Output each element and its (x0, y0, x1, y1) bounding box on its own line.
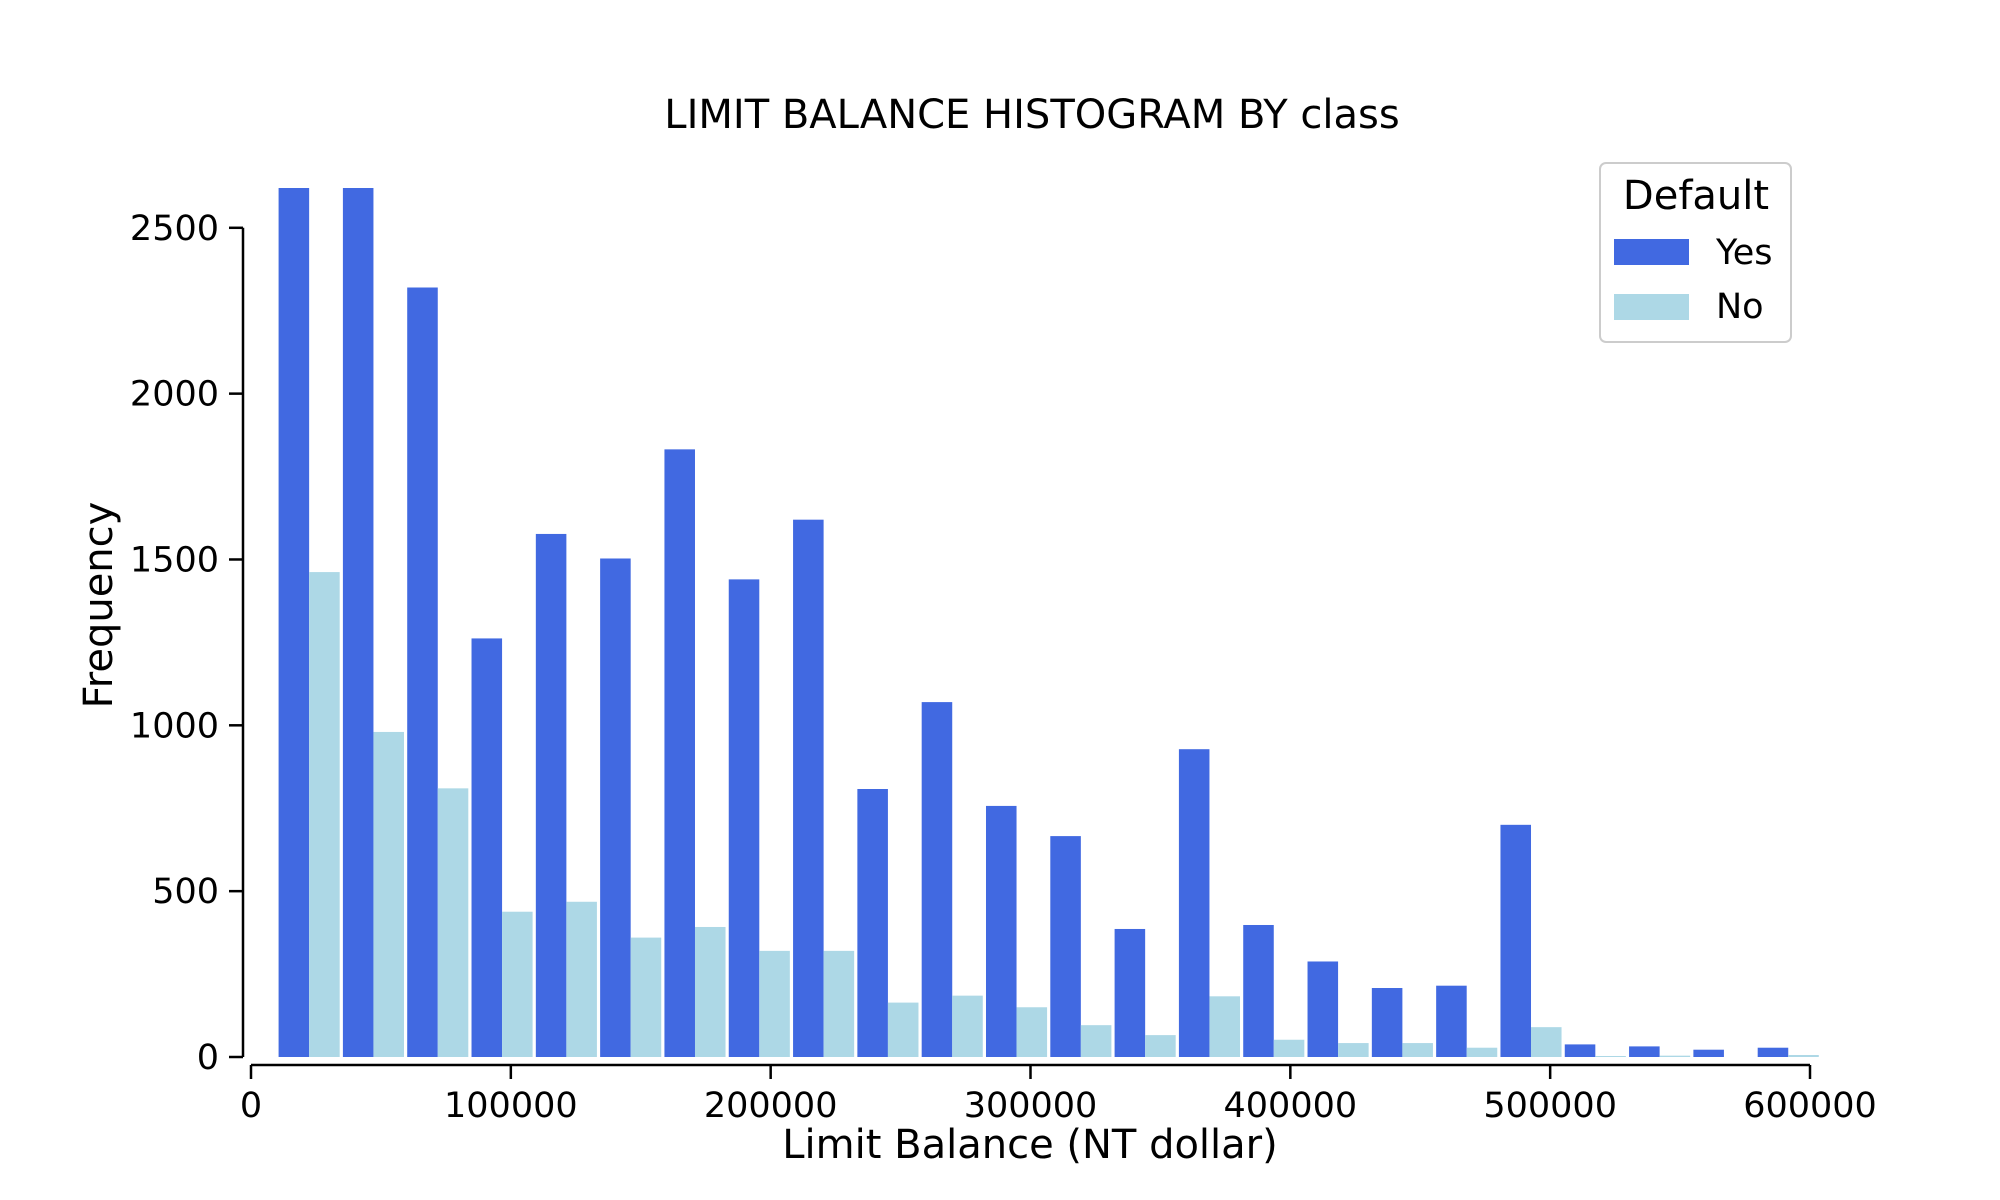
legend-swatch-yes (1614, 239, 1689, 265)
y-tick-label-1: 500 (152, 872, 219, 912)
legend-label-no: No (1716, 287, 1764, 327)
x-tick-label-6: 600000 (1743, 1086, 1877, 1126)
x-tick-label-4: 400000 (1224, 1086, 1358, 1126)
bar-yes-18 (1436, 985, 1467, 1057)
bar-no-4 (566, 901, 597, 1057)
bar-no-1 (373, 731, 404, 1057)
bar-no-12 (1080, 1025, 1112, 1057)
bar-no-16 (1338, 1043, 1369, 1057)
bar-no-9 (887, 1002, 919, 1057)
bar-no-17 (1402, 1043, 1433, 1057)
bar-no-21 (1659, 1055, 1691, 1057)
x-tick-label-1: 100000 (444, 1086, 578, 1126)
bar-yes-6 (664, 449, 695, 1057)
chart-title: LIMIT BALANCE HISTOGRAM BY class (664, 92, 1399, 138)
legend-title: Default (1623, 173, 1769, 219)
bar-yes-14 (1178, 749, 1210, 1057)
bar-yes-7 (728, 579, 760, 1057)
y-tick-label-3: 1500 (130, 540, 219, 580)
y-tick-label-0: 0 (197, 1038, 219, 1078)
bar-yes-21 (1629, 1046, 1660, 1057)
bar-no-3 (502, 911, 533, 1057)
bar-yes-2 (407, 287, 438, 1057)
bar-yes-23 (1757, 1047, 1789, 1057)
bar-no-10 (952, 995, 983, 1057)
bars-group (278, 188, 1819, 1057)
bar-yes-10 (921, 702, 953, 1057)
x-axis-label: Limit Balance (NT dollar) (782, 1122, 1277, 1168)
y-tick-label-4: 2000 (130, 375, 219, 415)
bar-yes-3 (471, 638, 503, 1057)
bar-no-20 (1595, 1056, 1626, 1057)
bar-no-7 (759, 950, 790, 1057)
legend-swatch-no (1614, 294, 1689, 320)
bar-yes-20 (1564, 1044, 1596, 1057)
x-tick-label-5: 500000 (1483, 1086, 1617, 1126)
x-tick-label-2: 200000 (704, 1086, 838, 1126)
bar-no-13 (1145, 1035, 1176, 1057)
y-axis-label: Frequency (76, 502, 122, 709)
bar-no-2 (437, 788, 469, 1057)
bar-yes-15 (1243, 924, 1274, 1057)
bar-yes-17 (1371, 988, 1403, 1057)
bar-no-23 (1788, 1055, 1819, 1057)
bar-yes-11 (985, 805, 1017, 1057)
bar-yes-19 (1500, 824, 1532, 1057)
y-tick-label-2: 1000 (130, 706, 219, 746)
x-axis: 0 100000 200000 300000 400000 500000 600000 (240, 1063, 1877, 1126)
bar-no-6 (694, 926, 726, 1057)
x-tick-label-0: 0 (240, 1086, 262, 1126)
bar-no-8 (823, 950, 855, 1057)
bar-yes-5 (600, 558, 631, 1057)
bar-no-15 (1273, 1039, 1305, 1057)
bar-yes-4 (535, 533, 567, 1057)
x-tick-label-3: 300000 (964, 1086, 1098, 1126)
bar-yes-9 (857, 789, 888, 1057)
bar-yes-13 (1114, 928, 1146, 1057)
bar-yes-16 (1307, 961, 1339, 1057)
bar-yes-22 (1693, 1049, 1724, 1057)
y-axis: 0 500 1000 1500 2000 2500 (130, 209, 245, 1078)
bar-no-18 (1466, 1047, 1498, 1057)
bar-no-11 (1016, 1007, 1048, 1057)
bar-yes-12 (1050, 836, 1081, 1057)
bar-yes-8 (793, 519, 824, 1057)
legend: Default Yes No (1599, 162, 1792, 343)
bar-no-14 (1209, 996, 1241, 1057)
bar-no-0 (309, 572, 340, 1057)
bar-yes-1 (342, 188, 374, 1057)
bar-no-19 (1531, 1027, 1562, 1057)
bar-no-5 (630, 937, 662, 1057)
bar-yes-0 (278, 188, 310, 1057)
legend-label-yes: Yes (1715, 233, 1773, 273)
y-tick-label-5: 2500 (130, 209, 219, 249)
